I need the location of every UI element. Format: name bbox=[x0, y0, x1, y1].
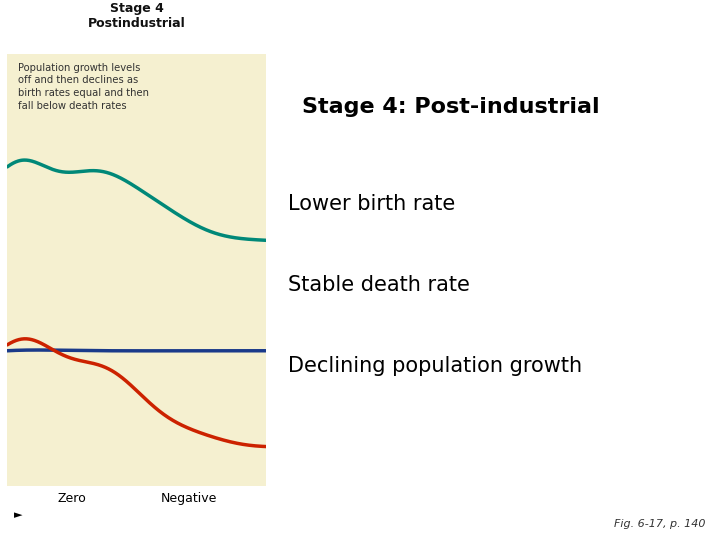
Text: Stable death rate: Stable death rate bbox=[288, 275, 470, 295]
Text: Declining population growth: Declining population growth bbox=[288, 356, 582, 376]
Text: Fig. 6-17, p. 140: Fig. 6-17, p. 140 bbox=[614, 519, 706, 529]
Text: Lower birth rate: Lower birth rate bbox=[288, 194, 455, 214]
Text: Population growth levels
off and then declines as
birth rates equal and then
fal: Population growth levels off and then de… bbox=[17, 63, 148, 111]
Text: Stage 4
Postindustrial: Stage 4 Postindustrial bbox=[88, 2, 186, 30]
Text: Stage 4: Post-industrial: Stage 4: Post-industrial bbox=[302, 97, 600, 117]
Text: ►: ► bbox=[14, 510, 23, 521]
